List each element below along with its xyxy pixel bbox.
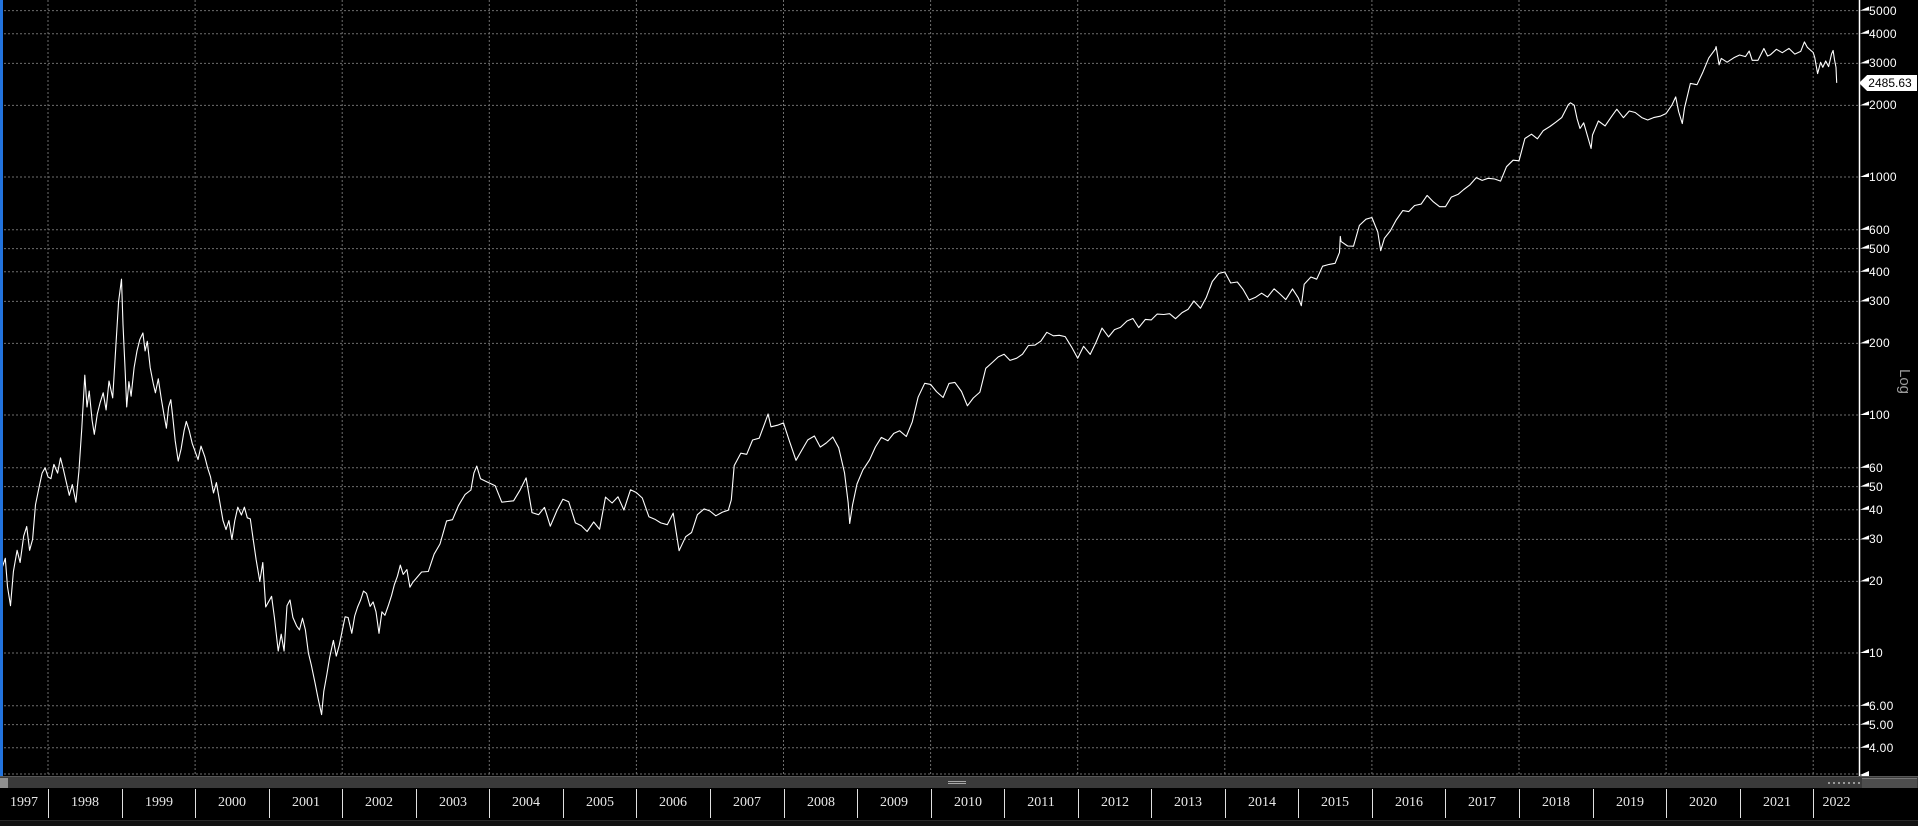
year-divider (857, 789, 858, 818)
scrollbar-right-handle[interactable] (1862, 778, 1917, 788)
price-axis-tick-label: 1000 (1869, 170, 1897, 184)
horizontal-gridlines (0, 10, 1859, 775)
year-label-2009: 2009 (880, 795, 908, 810)
year-divider (195, 789, 196, 818)
price-axis-tick-label: 100 (1869, 408, 1890, 422)
year-divider (48, 789, 49, 818)
year-divider (1740, 789, 1741, 818)
bottom-window-strip (0, 820, 1918, 826)
year-divider (416, 789, 417, 818)
year-divider (636, 789, 637, 818)
year-label-2008: 2008 (807, 795, 835, 810)
year-divider (1372, 789, 1373, 818)
price-axis-tick-label: 6.00 (1869, 699, 1894, 713)
year-divider (342, 789, 343, 818)
horizontal-scrollbar[interactable] (0, 776, 1918, 788)
year-label-2021: 2021 (1763, 795, 1791, 810)
year-divider (1593, 789, 1594, 818)
price-line (1, 41, 1838, 716)
year-divider (563, 789, 564, 818)
price-axis-tick-label: 40 (1869, 503, 1883, 517)
year-label-2015: 2015 (1321, 795, 1349, 810)
price-axis-tick-label: 4.00 (1869, 741, 1894, 755)
scrollbar-left-cap[interactable] (0, 778, 8, 788)
year-divider (931, 789, 932, 818)
price-axis-tick-label: 500 (1869, 242, 1890, 256)
year-label-1998: 1998 (71, 795, 99, 810)
price-axis-tick-label: 2000 (1869, 98, 1897, 112)
scrollbar-dotted-zone (1828, 782, 1860, 784)
year-divider (489, 789, 490, 818)
year-label-2014: 2014 (1248, 795, 1276, 810)
year-label-2001: 2001 (292, 795, 320, 810)
price-axis-tick-label: 30 (1869, 532, 1883, 546)
year-label-2006: 2006 (659, 795, 687, 810)
price-axis-tick-label: 400 (1869, 265, 1890, 279)
year-label-2002: 2002 (365, 795, 393, 810)
year-label-2013: 2013 (1174, 795, 1202, 810)
year-divider (1078, 789, 1079, 818)
year-label-1997: 1997 (10, 795, 38, 810)
vertical-gridlines (47, 0, 1814, 775)
last-price-value: 2485.63 (1868, 76, 1912, 90)
year-label-2007: 2007 (733, 795, 761, 810)
price-axis-tick-label: 50 (1869, 480, 1883, 494)
price-axis-tick-label: 20 (1869, 574, 1883, 588)
date-axis[interactable]: 1997 1998 1999 2000 2001 2002 2003 2004 2005 2006… (0, 788, 1918, 820)
year-label-2022: 2022 (1822, 795, 1851, 810)
price-axis-tick-label: 3000 (1869, 56, 1897, 70)
year-divider (1225, 789, 1226, 818)
year-label-2018: 2018 (1542, 795, 1570, 810)
year-label-2016: 2016 (1395, 795, 1423, 810)
year-divider (1519, 789, 1520, 818)
year-divider (1151, 789, 1152, 818)
year-label-2010: 2010 (954, 795, 982, 810)
last-price-tag: 2485.63 (1859, 75, 1917, 91)
year-divider (1813, 789, 1814, 818)
price-axis-tick-label: 200 (1869, 336, 1890, 350)
year-divider (710, 789, 711, 818)
year-label-2005: 2005 (586, 795, 614, 810)
year-label-1999: 1999 (145, 795, 173, 810)
year-divider (269, 789, 270, 818)
year-label-2020: 2020 (1689, 795, 1717, 810)
price-axis-tick-label: 5000 (1869, 4, 1897, 18)
price-axis-tick-label: 60 (1869, 461, 1883, 475)
year-label-2012: 2012 (1101, 795, 1129, 810)
year-label-2003: 2003 (439, 795, 467, 810)
year-label-2011: 2011 (1027, 795, 1055, 810)
axis-tick-arrows (1860, 6, 1869, 779)
year-divider (122, 789, 123, 818)
year-label-2004: 2004 (512, 795, 540, 810)
year-divider (1004, 789, 1005, 818)
axis-scale-log-label[interactable]: Log (1896, 369, 1913, 395)
year-divider (784, 789, 785, 818)
price-axis-tick-label: 10 (1869, 646, 1883, 660)
price-axis-tick-label: 5.00 (1869, 718, 1894, 732)
year-divider (1445, 789, 1446, 818)
year-divider (1666, 789, 1667, 818)
year-label-2000: 2000 (218, 795, 246, 810)
window-left-accent (0, 0, 3, 776)
price-axis-tick-label: 600 (1869, 223, 1890, 237)
price-axis-tick-label: 4000 (1869, 27, 1897, 41)
year-divider (1298, 789, 1299, 818)
year-label-2019: 2019 (1616, 795, 1644, 810)
scrollbar-grip-handle[interactable] (948, 780, 966, 786)
year-label-2017: 2017 (1468, 795, 1496, 810)
price-axis-tick-label: 300 (1869, 294, 1890, 308)
